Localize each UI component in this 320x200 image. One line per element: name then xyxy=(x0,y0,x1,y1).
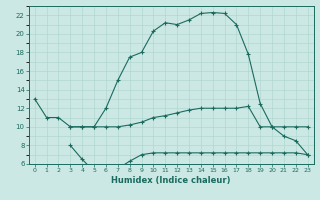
X-axis label: Humidex (Indice chaleur): Humidex (Indice chaleur) xyxy=(111,176,231,185)
